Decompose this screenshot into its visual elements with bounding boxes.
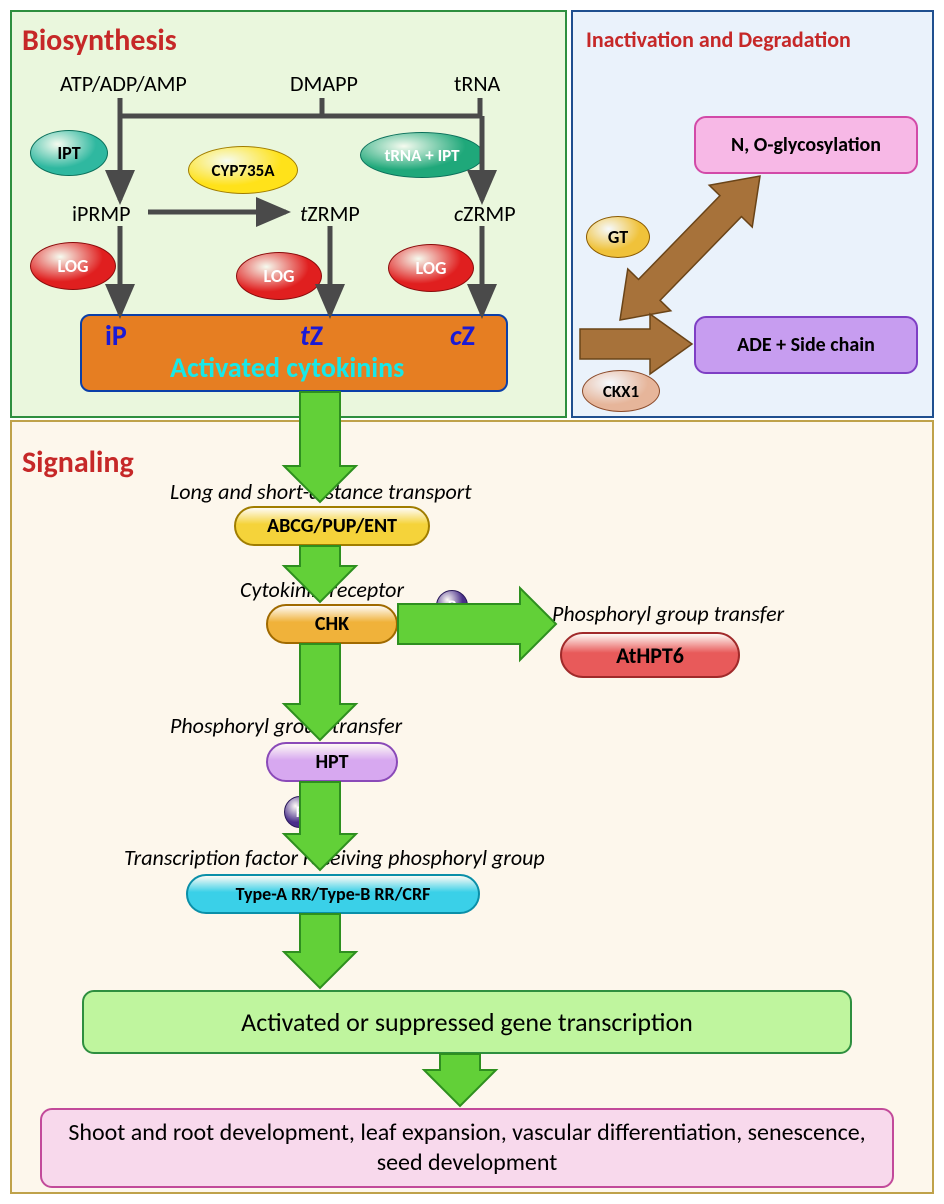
ellipse-trna_ipt: tRNA + IPT [360, 132, 484, 178]
box-glyco: N, O-glycosylation [694, 116, 918, 174]
pill-label-rr: Type-A RR/Type-B RR/CRF [236, 883, 431, 905]
box-label-outcomes: Shoot and root development, leaf expansi… [42, 1118, 892, 1178]
box-label-glyco: N, O-glycosylation [721, 133, 891, 158]
pill-label-hpt: HPT [315, 750, 348, 774]
label-trna: tRNA [454, 70, 500, 97]
ellipse-log3: LOG [388, 244, 474, 292]
pill-label-chk: CHK [315, 612, 349, 636]
ellipse-log2: LOG [236, 252, 322, 300]
ellipse-gt: GT [586, 216, 650, 258]
pill-label-athpt6: AtHPT6 [616, 642, 684, 669]
pill-hpt: HPT [266, 742, 398, 782]
box-outcomes: Shoot and root development, leaf expansi… [40, 1108, 894, 1188]
label-text-ip: iP [105, 318, 127, 353]
pill-label-abcg: ABCG/PUP/ENT [267, 514, 397, 538]
pill-abcg: ABCG/PUP/ENT [234, 506, 430, 546]
pill-chk: CHK [266, 604, 398, 644]
label-text-phos_down_lbl: Phosphoryl group transfer [170, 712, 402, 739]
ellipse-p1: P [436, 590, 468, 622]
label-tzrmp: tZRMP [300, 200, 360, 227]
label-actck: Activated cytokinins [170, 350, 404, 385]
label-czrmp: cZRMP [454, 200, 516, 227]
ellipse-log1: LOG [30, 242, 116, 290]
label-text-trna: tRNA [454, 70, 500, 97]
label-text-atp: ATP/ADP/AMP [60, 70, 187, 97]
label-ip: iP [105, 318, 127, 353]
ellipse-label-p2: P [296, 803, 305, 822]
label-iprmp: iPRMP [72, 200, 131, 227]
ellipse-label-p1: P [448, 597, 457, 616]
pill-athpt6: AtHPT6 [560, 632, 740, 678]
label-cz: cZ [450, 318, 475, 353]
ellipse-label-ipt: IPT [57, 142, 80, 164]
pill-rr: Type-A RR/Type-B RR/CRF [186, 874, 480, 914]
ellipse-label-cyp735a: CYP735A [211, 160, 274, 181]
label-text-tf_lbl: Transcription factor receiving phosphory… [124, 844, 545, 871]
label-dmapp: DMAPP [290, 70, 358, 97]
label-text-receptor_lbl: Cytokinin-receptor [240, 576, 404, 603]
ellipse-p2: P [284, 796, 316, 828]
label-receptor_lbl: Cytokinin-receptor [240, 576, 404, 603]
label-text-dmapp: DMAPP [290, 70, 358, 97]
ellipse-label-log2: LOG [264, 265, 295, 287]
panel-title-signaling: Signaling [22, 444, 134, 481]
label-text-iprmp: iPRMP [72, 200, 131, 227]
box-ade: ADE + Side chain [694, 316, 918, 374]
box-label-ade: ADE + Side chain [727, 333, 885, 358]
panel-title-biosynthesis: Biosynthesis [22, 22, 177, 59]
ellipse-label-log1: LOG [58, 255, 89, 277]
label-text-phos_side_lbl: Phosphoryl group transfer [552, 600, 784, 627]
label-phos_side_lbl: Phosphoryl group transfer [552, 600, 784, 627]
ellipse-label-log3: LOG [416, 257, 447, 279]
label-phos_down_lbl: Phosphoryl group transfer [170, 712, 402, 739]
label-tz: tZ [300, 318, 323, 353]
label-text-cz: Z [462, 318, 475, 353]
ellipse-ipt: IPT [30, 130, 108, 176]
box-label-gene_trans: Activated or suppressed gene transcripti… [231, 1006, 703, 1039]
label-text-tzrmp: ZRMP [307, 200, 359, 227]
ellipse-label-ckx1: CKX1 [603, 381, 639, 402]
ellipse-label-trna_ipt: tRNA + IPT [384, 145, 459, 166]
label-text-tz: Z [310, 318, 323, 353]
label-text-transport_lbl: Long and short-distance transport [170, 478, 472, 505]
label-transport_lbl: Long and short-distance transport [170, 478, 472, 505]
panel-title-inactivation: Inactivation and Degradation [586, 26, 851, 53]
label-tf_lbl: Transcription factor receiving phosphory… [124, 844, 545, 871]
label-text-czrmp: ZRMP [463, 200, 515, 227]
panel-signaling [10, 420, 934, 1194]
ellipse-label-gt: GT [608, 226, 628, 248]
ellipse-cyp735a: CYP735A [188, 146, 298, 194]
ellipse-ckx1: CKX1 [582, 370, 660, 412]
box-gene_trans: Activated or suppressed gene transcripti… [82, 990, 852, 1054]
label-text-actck: Activated cytokinins [170, 350, 404, 385]
label-atp: ATP/ADP/AMP [60, 70, 187, 97]
